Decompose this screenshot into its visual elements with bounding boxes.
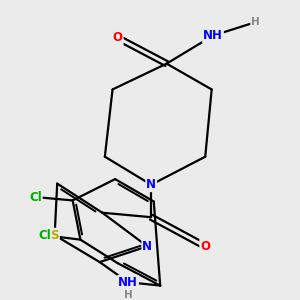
- Text: Cl: Cl: [38, 229, 51, 242]
- Text: N: N: [146, 178, 156, 191]
- Text: Cl: Cl: [29, 190, 42, 203]
- Text: N: N: [142, 240, 152, 253]
- Text: O: O: [200, 240, 210, 253]
- Text: O: O: [113, 32, 123, 44]
- Text: NH: NH: [203, 29, 223, 42]
- Text: H: H: [124, 290, 132, 300]
- Text: NH: NH: [118, 276, 138, 289]
- Text: S: S: [50, 229, 59, 242]
- Text: H: H: [251, 17, 260, 27]
